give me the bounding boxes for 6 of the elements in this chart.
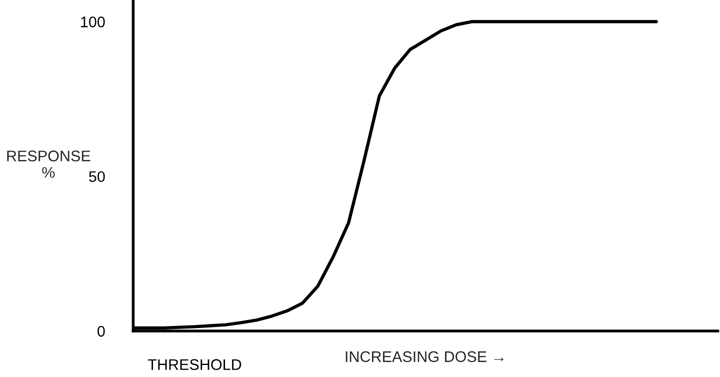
y-tick-label: 0: [98, 326, 105, 337]
x-axis-title: INCREASING DOSE →: [346, 351, 504, 362]
y-tick-label: 100: [81, 16, 105, 28]
y-axis-title: RESPONSE %: [7, 150, 90, 178]
x-tick-label: THRESHOLD: [148, 359, 242, 370]
y-tick-label: 50: [89, 171, 105, 182]
